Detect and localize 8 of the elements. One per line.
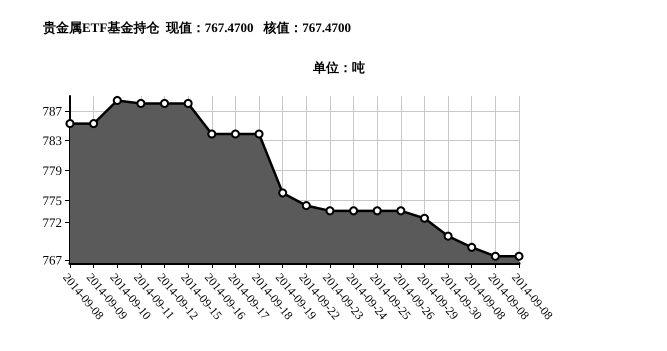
y-tick-label: 772 (42, 215, 62, 230)
y-tick-label: 783 (42, 133, 62, 148)
y-tick-label: 787 (42, 103, 62, 118)
chart-title: 贵金属ETF基金持仓 现值：767.4700 核值：767.4700 (42, 20, 352, 35)
y-tick-label: 779 (42, 163, 62, 178)
chart-subtitle: 单位：吨 (312, 60, 365, 75)
y-tick-label: 775 (42, 192, 62, 208)
y-tick-label: 767 (42, 252, 62, 268)
